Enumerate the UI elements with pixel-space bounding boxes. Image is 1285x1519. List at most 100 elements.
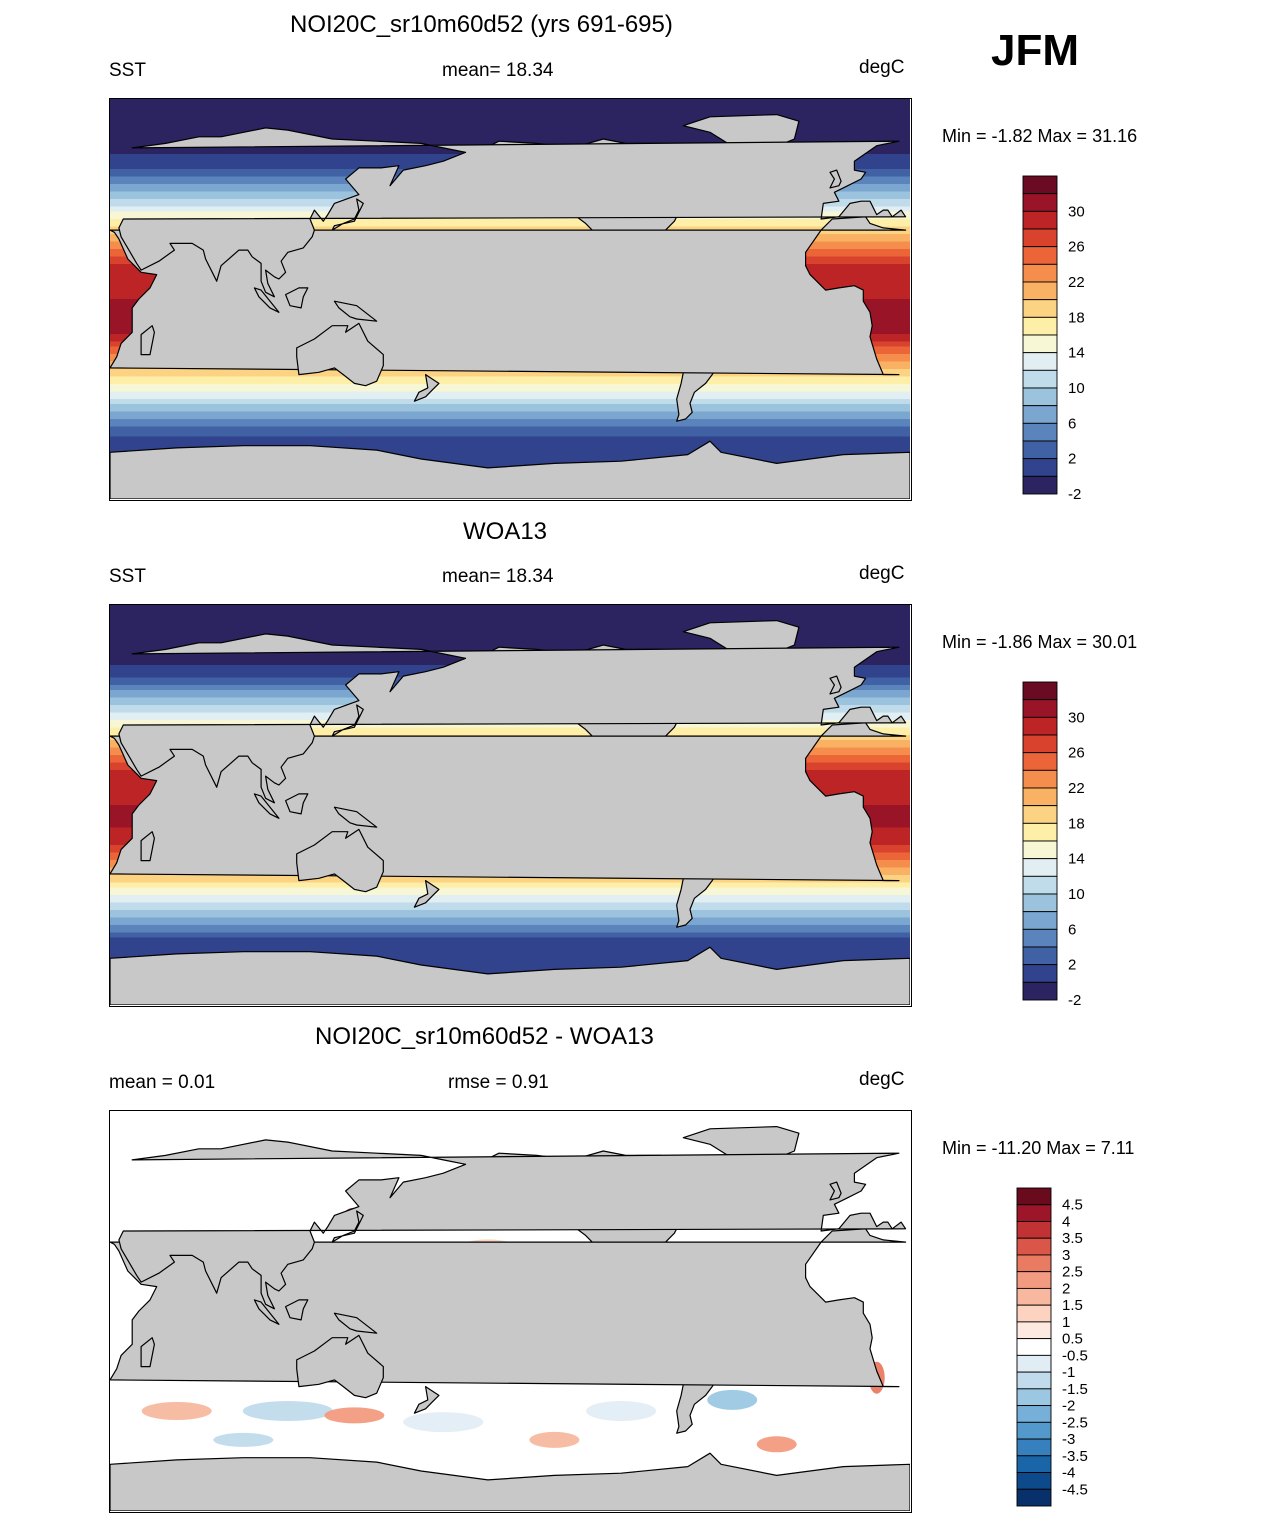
colorbar-box	[1022, 946, 1058, 966]
sst-band	[110, 625, 910, 628]
sst-band	[110, 732, 910, 736]
colorbar-box	[1022, 387, 1058, 407]
panel3-map-svg	[110, 1111, 910, 1511]
sst-band	[110, 411, 910, 415]
land-madagascar	[140, 831, 156, 862]
colorbar-box	[1022, 334, 1058, 354]
colorbar-box	[1016, 1438, 1052, 1457]
sst-band	[110, 224, 910, 227]
sst-band	[110, 404, 910, 407]
sst-band	[110, 890, 910, 893]
land-new-zealand	[413, 374, 440, 402]
sst-band	[110, 897, 910, 901]
land-borneo	[285, 793, 309, 815]
colorbar-tick-label: 10	[1068, 380, 1085, 397]
sst-band	[110, 622, 910, 626]
diff-patch	[141, 1402, 212, 1420]
colorbar-box	[1022, 716, 1058, 736]
colorbar-box	[1022, 246, 1058, 265]
land-new-guinea	[333, 1312, 378, 1334]
colorbar-tick-label: -2.5	[1062, 1414, 1088, 1431]
sst-band	[110, 635, 910, 638]
colorbar-box	[1016, 1287, 1052, 1306]
land-sumatra	[253, 287, 280, 313]
land-madagascar	[140, 1337, 156, 1368]
panel1-variable-label: SST	[109, 60, 146, 81]
colorbar-box	[1016, 1371, 1052, 1390]
panel1-title: NOI20C_sr10m60d52 (yrs 691-695)	[290, 11, 673, 38]
sst-band	[110, 645, 910, 648]
sst-band	[110, 892, 910, 896]
colorbar-tick-label: 26	[1068, 745, 1085, 762]
sst-band	[110, 104, 910, 107]
sst-band	[110, 615, 910, 618]
colorbar-tick-label: 30	[1068, 709, 1085, 726]
sst-band	[110, 381, 910, 385]
diff-patch	[213, 1432, 274, 1447]
colorbar-tick-label: 30	[1068, 203, 1085, 220]
colorbar-tick-label: 2	[1068, 451, 1076, 468]
sst-band	[110, 727, 910, 731]
land-japan	[331, 1210, 364, 1243]
colorbar-tick-label: -1.5	[1062, 1381, 1088, 1398]
land-sumatra	[253, 1299, 280, 1325]
sst-band	[110, 449, 910, 452]
colorbar-tick-label: -0.5	[1062, 1347, 1088, 1364]
sst-band	[110, 930, 910, 933]
colorbar-box	[1016, 1187, 1052, 1206]
colorbar-tick-label: 4	[1062, 1214, 1070, 1231]
land-antarctica	[110, 946, 910, 1005]
colorbar-tick-label: 26	[1068, 239, 1085, 256]
sst-band	[110, 882, 910, 886]
sst-band	[110, 421, 910, 425]
sst-band	[110, 885, 910, 888]
colorbar-box	[1022, 228, 1058, 248]
sst-band	[110, 114, 910, 117]
colorbar-box	[1022, 475, 1058, 495]
land-japan	[331, 198, 364, 231]
sst-band	[110, 617, 910, 621]
land-new-guinea	[333, 806, 378, 828]
sst-band	[110, 101, 910, 105]
sst-band	[110, 139, 910, 142]
sst-band	[110, 129, 910, 132]
diff-patch	[403, 1412, 484, 1433]
sst-band	[110, 424, 910, 427]
panel2-land	[110, 620, 910, 1005]
sst-band	[110, 895, 910, 898]
sst-band	[110, 637, 910, 641]
panel3-map	[109, 1110, 912, 1513]
sst-band	[110, 630, 910, 633]
land-antarctica	[110, 440, 910, 499]
colorbar-box	[1016, 1421, 1052, 1440]
land-australia	[296, 322, 384, 387]
sst-band	[110, 947, 910, 951]
sst-band	[110, 374, 910, 377]
colorbar-tick-label: 10	[1068, 886, 1085, 903]
colorbar-box	[1022, 981, 1058, 1001]
colorbar-box	[1016, 1472, 1052, 1490]
colorbar-box	[1022, 458, 1058, 477]
colorbar-tick-label: 18	[1068, 309, 1085, 326]
sst-band	[110, 902, 910, 906]
sst-band	[110, 384, 910, 387]
colorbar-box	[1022, 858, 1058, 877]
colorbar-tick-label: 3	[1062, 1247, 1070, 1264]
panel2-map-svg	[110, 605, 910, 1005]
panel2-units-label: degC	[859, 563, 905, 584]
colorbar-box	[1016, 1204, 1052, 1222]
colorbar-box	[1016, 1271, 1052, 1289]
land-japan	[331, 704, 364, 737]
colorbar-box	[1022, 911, 1058, 930]
colorbar-tick-label: 2	[1062, 1280, 1070, 1297]
colorbar-tick-label: 1	[1062, 1314, 1070, 1331]
colorbar-tick-label: 14	[1068, 851, 1085, 868]
sst-band	[110, 880, 910, 883]
sst-band	[110, 441, 910, 445]
colorbar-tick-label: 4.5	[1062, 1197, 1083, 1214]
sst-band	[110, 955, 910, 958]
land-sumatra	[253, 793, 280, 819]
colorbar-box	[1022, 316, 1058, 336]
land-new-zealand	[413, 880, 440, 908]
colorbar-box	[1022, 193, 1058, 212]
